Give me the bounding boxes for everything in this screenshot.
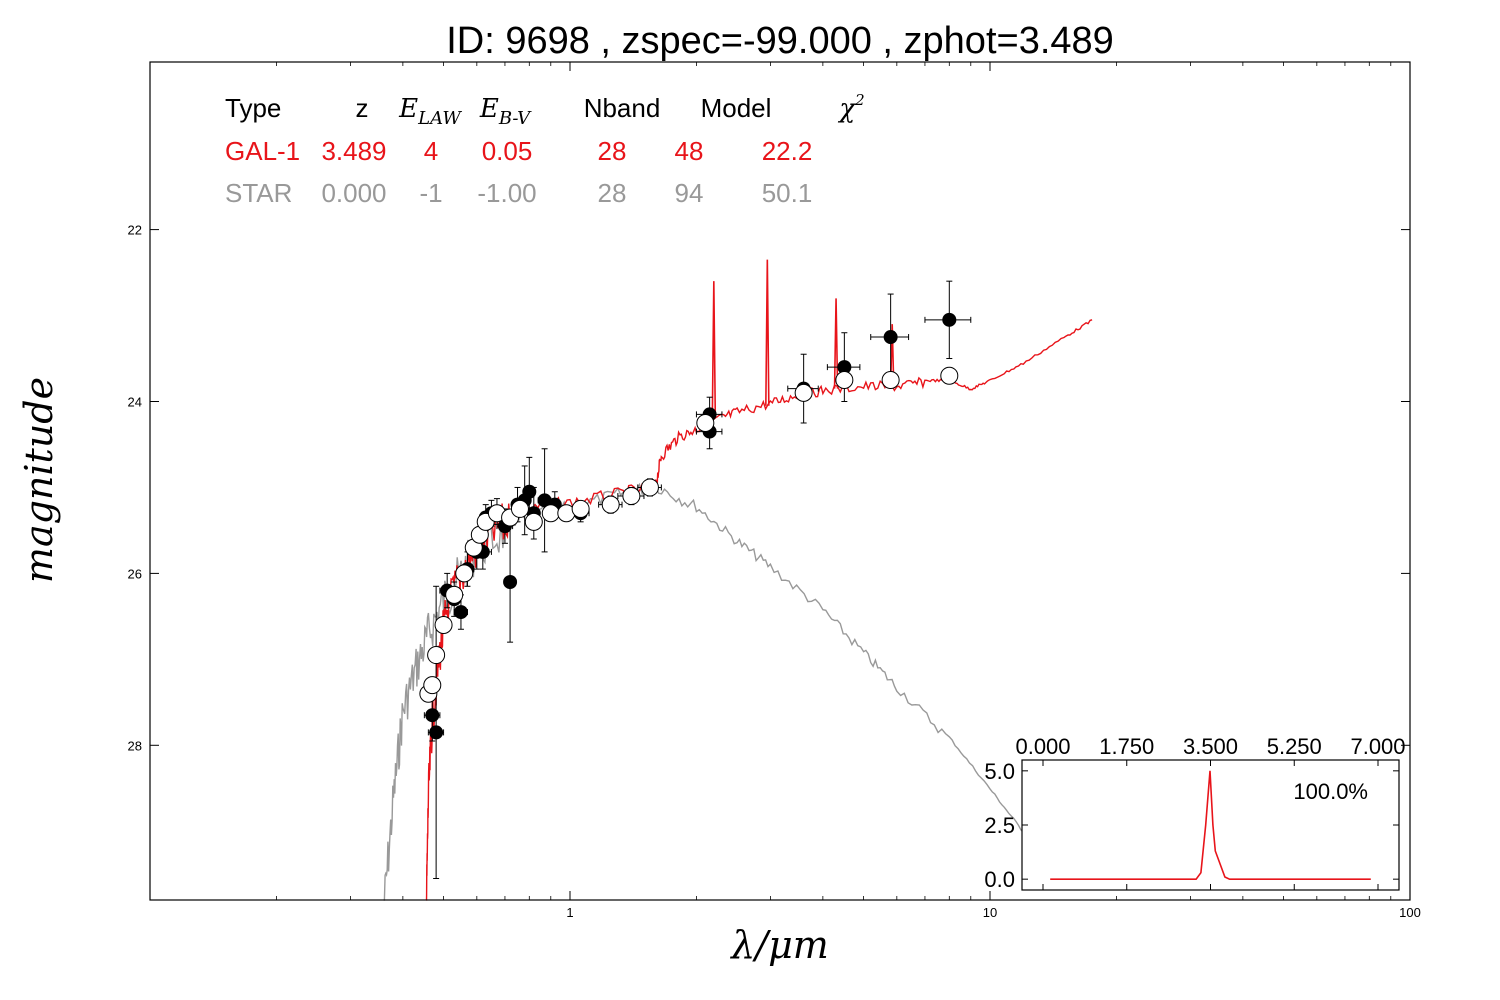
model-point bbox=[541, 504, 560, 523]
model-point bbox=[434, 615, 453, 634]
emission-line-spike bbox=[889, 324, 895, 385]
model-point bbox=[696, 413, 715, 432]
model-point bbox=[571, 499, 590, 518]
y-tick-label: 26 bbox=[128, 566, 142, 581]
emission-line-spike bbox=[833, 298, 839, 389]
model-point bbox=[427, 646, 446, 665]
observed-point bbox=[826, 332, 861, 402]
table-cell-star: 50.1 bbox=[762, 178, 813, 208]
model-point bbox=[940, 366, 959, 385]
inset-x-tick-label: 5.250 bbox=[1267, 734, 1322, 759]
table-header-cell: Type bbox=[225, 93, 281, 123]
inset-y-tick-label: 2.5 bbox=[984, 813, 1015, 838]
pz-inset-plot: 0.000 1.750 3.500 5.250 7.000 0.0 2.5 5.0 100.0… bbox=[984, 734, 1405, 892]
table-cell-galaxy: 48 bbox=[675, 136, 704, 166]
model-point bbox=[622, 487, 641, 506]
observed-points bbox=[423, 280, 972, 880]
inset-ticks: 0.000 1.750 3.500 5.250 7.000 0.0 2.5 5.0 bbox=[984, 734, 1405, 892]
model-points bbox=[419, 366, 959, 703]
table-header-cell: ELAW bbox=[398, 94, 462, 129]
observed-point bbox=[924, 280, 972, 360]
inset-x-tick-label: 3.500 bbox=[1183, 734, 1238, 759]
y-tick-label: 22 bbox=[128, 223, 142, 238]
observed-point bbox=[870, 293, 910, 381]
table-header-cell: Nband bbox=[584, 93, 661, 123]
model-point bbox=[601, 495, 620, 514]
model-point bbox=[423, 676, 442, 695]
table-header-cell: EB-V bbox=[479, 94, 532, 129]
inset-y-tick-label: 5.0 bbox=[984, 759, 1015, 784]
table-cell-galaxy: GAL-1 bbox=[225, 136, 300, 166]
table-cell-galaxy: 28 bbox=[598, 136, 627, 166]
model-point bbox=[510, 499, 529, 518]
table-header-cell: z bbox=[356, 93, 369, 123]
table-cell-star: 0.000 bbox=[321, 178, 386, 208]
main-tick-labels: 1 10 100 22 24 26 28 bbox=[128, 223, 1421, 920]
model-point bbox=[881, 371, 900, 390]
inset-y-tick-label: 0.0 bbox=[984, 867, 1015, 892]
model-point bbox=[524, 512, 543, 531]
model-point bbox=[445, 585, 464, 604]
emission-line-spike bbox=[711, 281, 717, 419]
table-header-cell: χ2 bbox=[837, 91, 864, 124]
table-cell-star: 94 bbox=[675, 178, 704, 208]
fit-results-table: Type z ELAW EB-V Nband Model χ2 GAL-1 3.489 4 0.05… bbox=[225, 91, 865, 208]
table-cell-star: STAR bbox=[225, 178, 292, 208]
table-cell-star: -1.00 bbox=[477, 178, 536, 208]
x-axis-label: λ/μm bbox=[729, 923, 829, 967]
inset-x-tick-label: 1.750 bbox=[1099, 734, 1154, 759]
inset-pz-curve bbox=[1050, 770, 1371, 880]
model-point bbox=[794, 383, 813, 402]
x-tick-label: 10 bbox=[983, 905, 997, 920]
table-cell-galaxy: 4 bbox=[424, 136, 438, 166]
table-cell-galaxy: 22.2 bbox=[762, 136, 813, 166]
model-point bbox=[640, 478, 659, 497]
table-cell-galaxy: 3.489 bbox=[321, 136, 386, 166]
table-cell-star: -1 bbox=[419, 178, 442, 208]
chart-title: ID: 9698 , zspec=-99.000 , zphot=3.489 bbox=[446, 20, 1114, 62]
main-plot-frame bbox=[149, 61, 1411, 901]
y-axis-label: magnitude bbox=[17, 377, 61, 583]
main-plot: 1 10 100 22 24 26 28 bbox=[128, 61, 1421, 920]
y-tick-label: 24 bbox=[128, 394, 142, 409]
model-point bbox=[835, 371, 854, 390]
inset-probability-label: 100.0% bbox=[1293, 779, 1368, 804]
inset-x-tick-label: 0.000 bbox=[1015, 734, 1070, 759]
emission-line-spike bbox=[765, 259, 770, 406]
observed-point bbox=[427, 585, 445, 880]
model-point bbox=[455, 564, 474, 583]
y-tick-label: 28 bbox=[128, 738, 142, 753]
inset-x-tick-label: 7.000 bbox=[1350, 734, 1405, 759]
table-cell-galaxy: 0.05 bbox=[482, 136, 533, 166]
galaxy-template-curve bbox=[425, 259, 1093, 901]
table-cell-star: 28 bbox=[598, 178, 627, 208]
x-tick-label: 100 bbox=[1399, 905, 1421, 920]
pz-line bbox=[1050, 770, 1371, 880]
x-tick-label: 1 bbox=[566, 905, 573, 920]
table-header-cell: Model bbox=[701, 93, 772, 123]
